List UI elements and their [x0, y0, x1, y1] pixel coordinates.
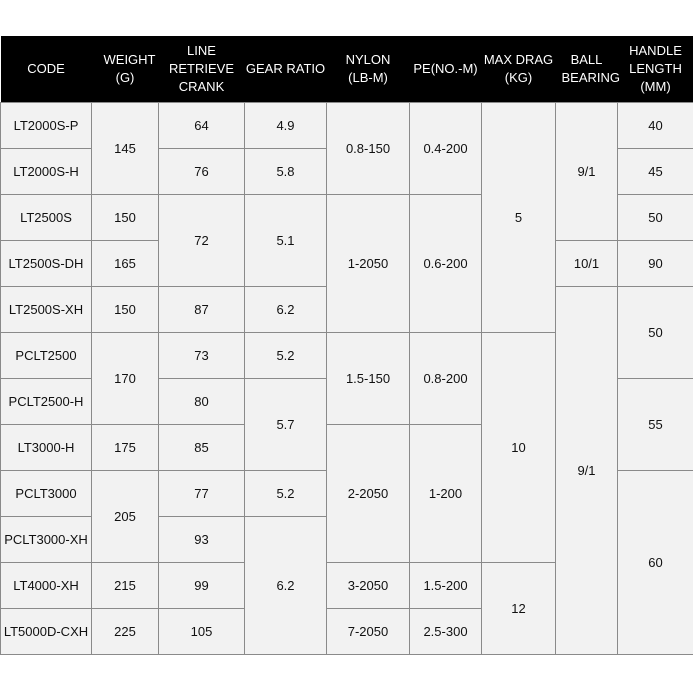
cell-nylon: 1-2050	[326, 194, 410, 333]
table-row: LT4000-XH 215 99 3-2050 1.5-200 12	[0, 562, 693, 655]
header-max-drag: MAX DRAG (KG)	[481, 36, 556, 103]
cell-weight: 170	[91, 332, 159, 425]
cell-weight: 150	[91, 286, 159, 333]
header-line-retrieve: LINE RETRIEVE CRANK	[158, 36, 245, 103]
cell-code: LT5000D-CXH	[0, 608, 92, 655]
cell-handle-length: 40	[617, 102, 693, 149]
cell-weight: 175	[91, 424, 159, 471]
cell-code: PCLT3000-XH	[0, 516, 92, 563]
cell-pe: 1-200	[409, 424, 482, 563]
cell-gear-ratio: 5.1	[244, 194, 327, 287]
table-row: LT2000S-H 76 5.8 45	[0, 148, 693, 195]
cell-line-retrieve: 87	[158, 286, 245, 333]
table-row: PCLT3000 205 77 5.2 60	[0, 470, 693, 655]
cell-nylon: 3-2050	[326, 562, 410, 609]
cell-ball-bearing: 9/1	[555, 286, 618, 655]
cell-pe: 2.5-300	[409, 608, 482, 655]
cell-weight: 225	[91, 608, 159, 655]
cell-code: PCLT2500	[0, 332, 92, 379]
table-row: LT5000D-CXH 225 105 7-2050 2.5-300	[0, 608, 693, 655]
cell-weight: 150	[91, 194, 159, 241]
cell-code: LT2500S-XH	[0, 286, 92, 333]
cell-code: LT3000-H	[0, 424, 92, 471]
header-code: CODE	[0, 36, 92, 103]
cell-nylon: 1.5-150	[326, 332, 410, 425]
cell-handle-length: 45	[617, 148, 693, 195]
cell-gear-ratio: 6.2	[244, 516, 327, 655]
table-row: LT2500S-XH 150 87 6.2 9/1 50	[0, 286, 693, 655]
cell-max-drag: 5	[481, 102, 556, 333]
cell-weight: 215	[91, 562, 159, 609]
table-row: LT2500S-DH 165 10/1 90	[0, 240, 693, 287]
table-row: PCLT2500 170 73 5.2 1.5-150 0.8-200 10	[0, 332, 693, 563]
cell-code: LT2000S-H	[0, 148, 92, 195]
spec-table: CODE WEIGHT (G) LINE RETRIEVE CRANK GEAR…	[0, 36, 693, 655]
cell-pe: 0.4-200	[409, 102, 482, 195]
cell-weight: 165	[91, 240, 159, 287]
cell-code: LT2500S-DH	[0, 240, 92, 287]
header-nylon: NYLON (LB-M)	[326, 36, 410, 103]
cell-max-drag: 12	[481, 562, 556, 655]
table-row: LT2500S 150 72 5.1 1-2050 0.6-200 50	[0, 194, 693, 333]
table-row: LT3000-H 175 85 2-2050 1-200	[0, 424, 693, 563]
cell-handle-length: 50	[617, 194, 693, 241]
cell-gear-ratio: 5.2	[244, 332, 327, 379]
header-ball-bearing: BALL BEARING	[555, 36, 620, 103]
cell-handle-length: 55	[617, 378, 693, 471]
cell-nylon: 2-2050	[326, 424, 410, 563]
cell-gear-ratio: 4.9	[244, 102, 327, 149]
cell-gear-ratio: 5.8	[244, 148, 327, 195]
cell-code: LT4000-XH	[0, 562, 92, 609]
cell-line-retrieve: 85	[158, 424, 245, 471]
cell-line-retrieve: 105	[158, 608, 245, 655]
cell-code: PCLT3000	[0, 470, 92, 517]
cell-ball-bearing: 10/1	[555, 240, 618, 287]
cell-line-retrieve: 99	[158, 562, 245, 609]
cell-handle-length: 50	[617, 286, 693, 379]
cell-line-retrieve: 80	[158, 378, 245, 425]
cell-gear-ratio: 5.2	[244, 470, 327, 517]
cell-pe: 1.5-200	[409, 562, 482, 609]
cell-code: LT2000S-P	[0, 102, 92, 149]
cell-ball-bearing: 9/1	[555, 102, 618, 241]
cell-line-retrieve: 73	[158, 332, 245, 379]
header-pe: PE(NO.-M)	[409, 36, 482, 103]
cell-code: PCLT2500-H	[0, 378, 92, 425]
cell-line-retrieve: 77	[158, 470, 245, 517]
cell-nylon: 0.8-150	[326, 102, 410, 195]
cell-weight: 145	[91, 102, 159, 195]
cell-pe: 0.6-200	[409, 194, 482, 333]
cell-code: LT2500S	[0, 194, 92, 241]
table-row: LT2000S-P 145 64 4.9 0.8-150 0.4-200 5 9…	[0, 102, 693, 333]
cell-line-retrieve: 93	[158, 516, 245, 563]
cell-handle-length: 60	[617, 470, 693, 655]
cell-line-retrieve: 64	[158, 102, 245, 149]
cell-line-retrieve: 72	[158, 194, 245, 287]
header-weight: WEIGHT (G)	[91, 36, 159, 103]
table-row: PCLT2500-H 80 5.7 55	[0, 378, 693, 471]
cell-weight: 205	[91, 470, 159, 563]
cell-line-retrieve: 76	[158, 148, 245, 195]
header-handle-length: HANDLE LENGTH (MM)	[617, 36, 693, 103]
header-row: CODE WEIGHT (G) LINE RETRIEVE CRANK GEAR…	[0, 36, 693, 103]
cell-handle-length: 90	[617, 240, 693, 287]
cell-nylon: 7-2050	[326, 608, 410, 655]
cell-gear-ratio: 6.2	[244, 286, 327, 333]
cell-pe: 0.8-200	[409, 332, 482, 425]
cell-gear-ratio: 5.7	[244, 378, 327, 471]
header-gear-ratio: GEAR RATIO	[244, 36, 327, 103]
cell-max-drag: 10	[481, 332, 556, 563]
